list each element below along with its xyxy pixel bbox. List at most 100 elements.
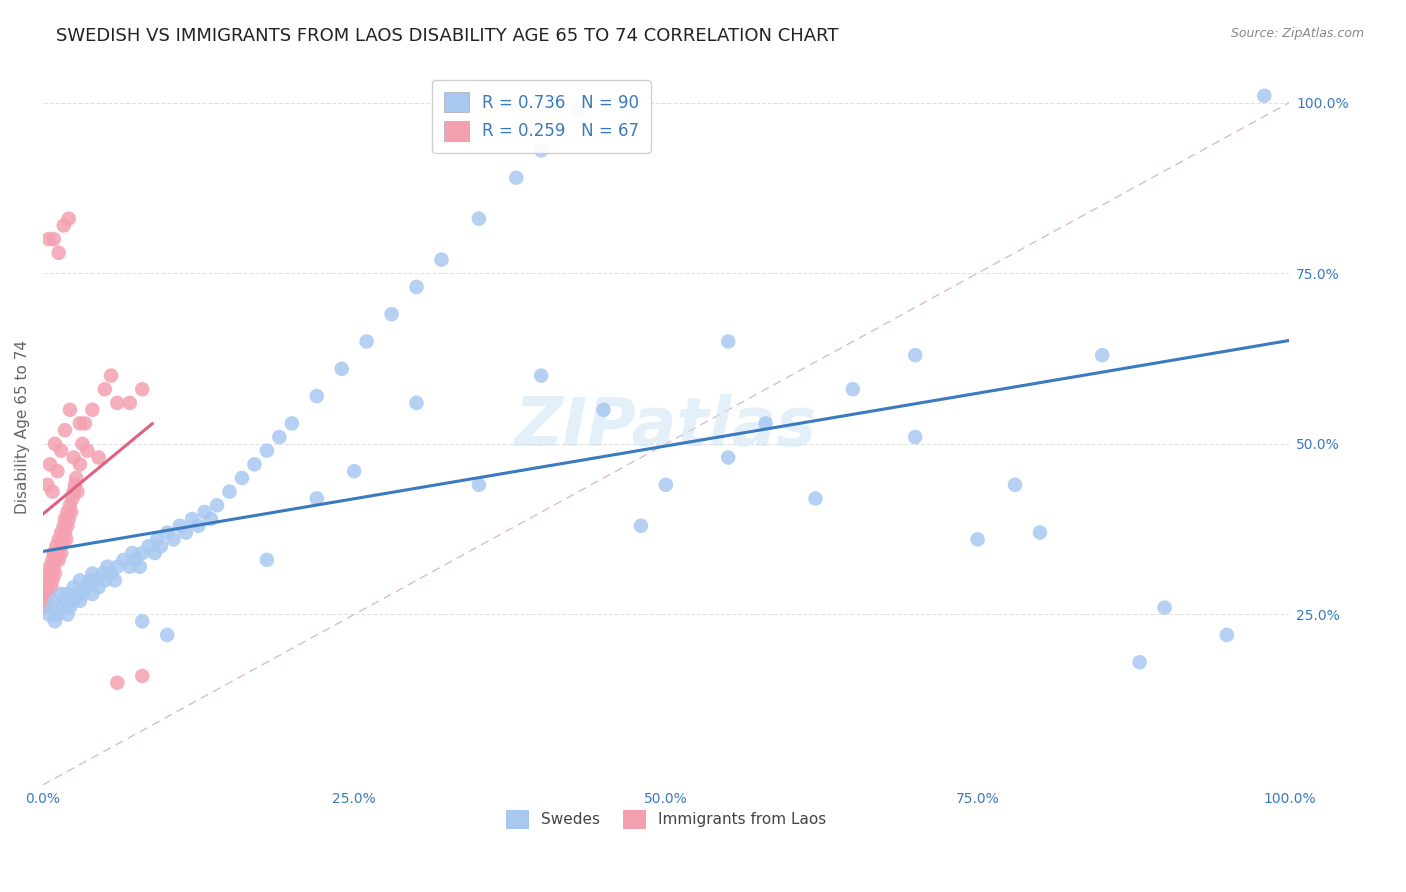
Point <box>243 458 266 472</box>
Point <box>82 587 104 601</box>
Text: Source: ZipAtlas.com: Source: ZipAtlas.com <box>1230 27 1364 40</box>
Point <box>60 505 83 519</box>
Point <box>592 402 614 417</box>
Point <box>58 512 80 526</box>
Point <box>83 574 105 588</box>
Point <box>194 505 217 519</box>
Point <box>52 219 75 233</box>
Point <box>717 450 740 465</box>
Point <box>51 546 73 560</box>
Point <box>305 491 328 506</box>
Point <box>59 498 82 512</box>
Point <box>39 574 62 588</box>
Point <box>46 546 69 560</box>
Point <box>842 382 865 396</box>
Point <box>281 417 304 431</box>
Point <box>48 245 70 260</box>
Point <box>62 594 84 608</box>
Point <box>121 546 143 560</box>
Point <box>39 559 62 574</box>
Point <box>804 491 827 506</box>
Point <box>53 512 76 526</box>
Point <box>73 417 96 431</box>
Point <box>904 430 927 444</box>
Point <box>37 478 59 492</box>
Point <box>468 211 491 226</box>
Point <box>79 574 101 588</box>
Point <box>69 594 91 608</box>
Point <box>39 580 62 594</box>
Point <box>44 615 66 629</box>
Point <box>205 498 228 512</box>
Point <box>59 600 82 615</box>
Point <box>46 607 69 622</box>
Point <box>1129 655 1152 669</box>
Point <box>405 280 427 294</box>
Point <box>530 144 553 158</box>
Point <box>51 587 73 601</box>
Point <box>181 512 204 526</box>
Point <box>630 518 652 533</box>
Point <box>38 587 60 601</box>
Point <box>343 464 366 478</box>
Point <box>82 402 104 417</box>
Point <box>76 443 98 458</box>
Point <box>156 628 179 642</box>
Point <box>51 600 73 615</box>
Point <box>131 382 153 396</box>
Point <box>55 533 77 547</box>
Point <box>755 417 778 431</box>
Point <box>568 103 591 117</box>
Point <box>87 580 110 594</box>
Point <box>156 525 179 540</box>
Text: ZIPatlas: ZIPatlas <box>515 393 817 459</box>
Point <box>59 402 82 417</box>
Point <box>56 518 79 533</box>
Point <box>44 553 66 567</box>
Point <box>118 559 141 574</box>
Point <box>35 574 58 588</box>
Point <box>1216 628 1239 642</box>
Point <box>112 553 135 567</box>
Point <box>169 518 191 533</box>
Point <box>100 368 122 383</box>
Point <box>468 478 491 492</box>
Point <box>75 580 97 594</box>
Point <box>38 232 60 246</box>
Point <box>405 396 427 410</box>
Point <box>149 539 172 553</box>
Point <box>48 553 70 567</box>
Point <box>62 484 84 499</box>
Point <box>174 525 197 540</box>
Point <box>62 491 84 506</box>
Point <box>44 566 66 581</box>
Point <box>125 553 148 567</box>
Point <box>82 566 104 581</box>
Point <box>65 471 87 485</box>
Point <box>66 587 89 601</box>
Point <box>162 533 184 547</box>
Point <box>305 389 328 403</box>
Point <box>41 600 63 615</box>
Point <box>904 348 927 362</box>
Point <box>256 443 278 458</box>
Point <box>39 566 62 581</box>
Point <box>146 533 169 547</box>
Point <box>231 471 253 485</box>
Point <box>530 368 553 383</box>
Point <box>381 307 404 321</box>
Point <box>49 539 72 553</box>
Point <box>39 458 62 472</box>
Point <box>42 559 65 574</box>
Point <box>51 443 73 458</box>
Point <box>69 417 91 431</box>
Point <box>32 600 55 615</box>
Point <box>131 546 153 560</box>
Point <box>505 170 527 185</box>
Point <box>1091 348 1114 362</box>
Point <box>269 430 291 444</box>
Point <box>1004 478 1026 492</box>
Point <box>38 607 60 622</box>
Point <box>655 478 678 492</box>
Point <box>430 252 453 267</box>
